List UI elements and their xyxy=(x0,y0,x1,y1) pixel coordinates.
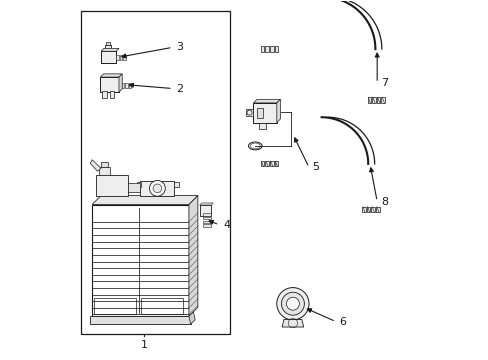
Text: 5: 5 xyxy=(312,162,319,172)
Polygon shape xyxy=(245,109,253,116)
Polygon shape xyxy=(100,74,122,77)
Polygon shape xyxy=(260,46,264,52)
Polygon shape xyxy=(265,161,268,166)
Bar xyxy=(203,217,211,220)
Bar xyxy=(253,103,276,123)
Bar xyxy=(203,213,211,216)
Circle shape xyxy=(281,292,304,315)
Bar xyxy=(203,221,211,223)
Bar xyxy=(257,108,262,118)
Text: 1: 1 xyxy=(141,340,147,350)
Text: 3: 3 xyxy=(176,42,183,52)
Polygon shape xyxy=(119,74,122,92)
Polygon shape xyxy=(375,207,379,212)
Text: 7: 7 xyxy=(380,78,387,88)
Bar xyxy=(94,298,136,315)
Polygon shape xyxy=(282,319,303,327)
Polygon shape xyxy=(260,161,264,166)
Polygon shape xyxy=(269,46,273,52)
Polygon shape xyxy=(101,48,119,51)
Bar xyxy=(120,55,122,60)
Bar xyxy=(81,12,230,334)
Bar xyxy=(140,298,183,315)
Polygon shape xyxy=(269,161,273,166)
Circle shape xyxy=(149,180,165,196)
Circle shape xyxy=(286,297,299,310)
Circle shape xyxy=(246,110,251,115)
Bar xyxy=(104,45,111,51)
Bar xyxy=(99,167,110,175)
Bar xyxy=(125,83,127,88)
Polygon shape xyxy=(188,312,195,324)
Bar xyxy=(199,205,211,216)
Bar xyxy=(140,181,174,195)
Polygon shape xyxy=(188,195,198,316)
Polygon shape xyxy=(371,207,374,212)
Circle shape xyxy=(276,288,308,320)
Bar xyxy=(96,175,128,195)
Text: 8: 8 xyxy=(380,197,387,207)
Bar xyxy=(105,42,110,45)
Bar xyxy=(258,123,265,129)
Polygon shape xyxy=(199,203,213,205)
Bar xyxy=(102,91,106,98)
Polygon shape xyxy=(367,97,370,103)
Bar xyxy=(128,183,140,192)
Bar xyxy=(109,91,114,98)
Polygon shape xyxy=(371,97,375,103)
Circle shape xyxy=(153,184,162,193)
Bar xyxy=(101,162,107,167)
Bar xyxy=(122,83,124,88)
Bar xyxy=(203,224,211,226)
Polygon shape xyxy=(265,46,268,52)
Bar xyxy=(128,83,131,88)
Bar xyxy=(90,316,190,324)
Bar xyxy=(116,55,119,60)
Polygon shape xyxy=(376,97,380,103)
Polygon shape xyxy=(90,160,101,171)
Polygon shape xyxy=(276,99,280,123)
Polygon shape xyxy=(366,207,369,212)
Text: 6: 6 xyxy=(339,317,346,327)
Text: 4: 4 xyxy=(223,220,230,230)
Polygon shape xyxy=(92,195,198,204)
Polygon shape xyxy=(253,99,280,103)
Polygon shape xyxy=(362,207,365,212)
Bar xyxy=(174,182,179,186)
Text: 2: 2 xyxy=(176,84,183,94)
Bar xyxy=(137,182,141,186)
Polygon shape xyxy=(381,97,384,103)
Polygon shape xyxy=(274,161,278,166)
Polygon shape xyxy=(274,46,278,52)
Bar xyxy=(123,55,125,60)
Bar xyxy=(100,77,119,92)
Bar xyxy=(101,51,116,63)
